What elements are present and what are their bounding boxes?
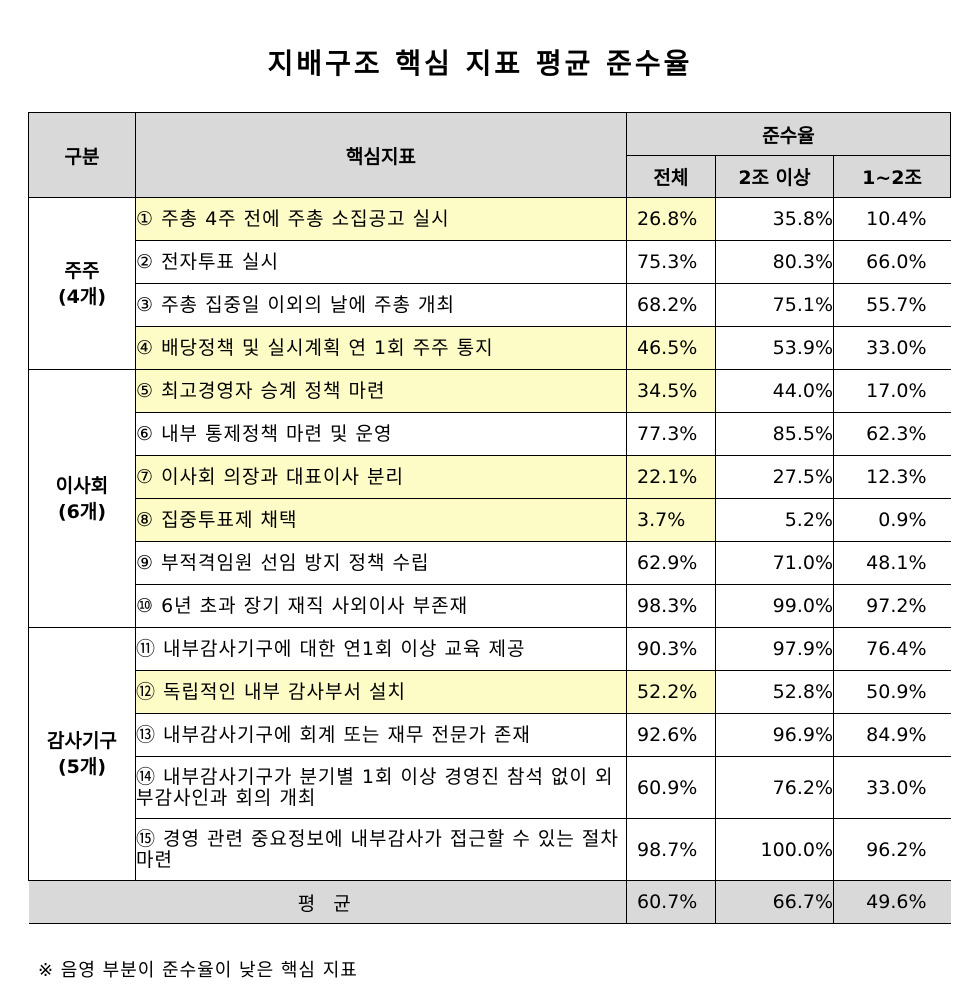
value-over2t: 80.3% [715,240,834,284]
average-row: 평 균 60.7% 66.7% 49.6% [28,880,951,924]
indicator-label: ① 주총 4주 전에 주총 소집공고 실시 [135,197,627,241]
table-row: ⑩ 6년 초과 장기 재직 사외이사 부존재 98.3% 99.0% 97.2% [29,584,951,628]
value-range: 10.4% [832,197,951,241]
header-over-2t: 2조 이상 [715,155,834,198]
value-total: 34.5% [626,369,716,413]
table-row: ⑦ 이사회 의장과 대표이사 분리 22.1% 27.5% 12.3% [29,455,951,499]
table-row: ⑬ 내부감사기구에 회계 또는 재무 전문가 존재 92.6% 96.9% 84.9% [29,713,951,757]
header-range: 1~2조 [832,155,952,198]
table-row: ④ 배당정책 및 실시계획 연 1회 주주 통지 46.5% 53.9% 33.0% [29,326,951,370]
value-total: 52.2% [626,670,716,714]
indicator-label: ⑨ 부적격임원 선임 방지 정책 수립 [135,541,627,585]
value-total: 62.9% [626,541,716,585]
value-range: 62.3% [832,412,951,456]
value-range: 0.9% [832,498,951,542]
indicator-label: ⑦ 이사회 의장과 대표이사 분리 [135,455,627,499]
value-over2t: 71.0% [715,541,834,585]
value-total: 98.7% [626,818,716,881]
page-title: 지배구조 핵심 지표 평균 준수율 [267,47,693,80]
value-range: 76.4% [832,627,951,671]
indicator-label: ③ 주총 집중일 이외의 날에 주총 개최 [135,283,627,327]
value-total: 26.8% [626,197,716,241]
value-total: 46.5% [626,326,716,370]
average-range: 49.6% [832,880,951,924]
average-total: 60.7% [626,880,716,924]
value-over2t: 75.1% [715,283,834,327]
indicator-label: ⑩ 6년 초과 장기 재직 사외이사 부존재 [135,584,627,628]
value-over2t: 52.8% [715,670,834,714]
indicator-label: ⑤ 최고경영자 승계 정책 마련 [135,369,627,413]
value-total: 3.7% [626,498,716,542]
value-over2t: 27.5% [715,455,834,499]
value-over2t: 97.9% [715,627,834,671]
value-over2t: 96.9% [715,713,834,757]
group-name: 감사기구 [47,730,117,752]
group-count: (4개) [57,285,107,308]
group-label: 이사회 (6개) [28,369,136,628]
table-row: 주주 (4개) ① 주총 4주 전에 주총 소집공고 실시 26.8% 35.8% 10.… [28,197,951,370]
group-label: 감사기구 (5개) [28,627,136,881]
table-row: ⑮ 경영 관련 중요정보에 내부감사가 접근할 수 있는 절차 마련 98.7% 1… [29,818,951,881]
indicator-label: ⑭ 내부감사기구가 분기별 1회 이상 경영진 참석 없이 외부감사인과 회의 … [135,756,627,819]
group-label: 주주 (4개) [28,197,136,370]
header-compliance: 준수율 [625,112,952,156]
value-over2t: 99.0% [715,584,834,628]
value-over2t: 85.5% [715,412,834,456]
indicator-label: ④ 배당정책 및 실시계획 연 1회 주주 통지 [135,326,627,370]
value-total: 68.2% [626,283,716,327]
value-over2t: 44.0% [715,369,834,413]
indicator-label: ⑬ 내부감사기구에 회계 또는 재무 전문가 존재 [135,713,627,757]
value-total: 77.3% [626,412,716,456]
table-row: 이사회 (6개) ⑤ 최고경영자 승계 정책 마련 34.5% 44.0% 17.0% [28,369,951,628]
value-range: 50.9% [832,670,951,714]
group-count: (6개) [57,500,107,523]
indicator-label: ⑧ 집중투표제 채택 [135,498,627,542]
value-over2t: 76.2% [715,756,834,819]
indicator-label: ⑮ 경영 관련 중요정보에 내부감사가 접근할 수 있는 절차 마련 [135,818,627,881]
value-over2t: 100.0% [715,818,834,881]
table-body: 주주 (4개) ① 주총 4주 전에 주총 소집공고 실시 26.8% 35.8% 10.… [28,197,951,924]
compliance-table: 구분 핵심지표 준수율 전체 2조 이상 1~2조 주주 (4개) ① 주총 4주 … [28,112,952,924]
table-row: ② 전자투표 실시 75.3% 80.3% 66.0% [29,240,951,284]
table-row: ⑧ 집중투표제 채택 3.7% 5.2% 0.9% [29,498,951,542]
value-range: 66.0% [832,240,951,284]
value-range: 96.2% [832,818,951,881]
group-name: 주주 [64,259,100,282]
header-indicator: 핵심지표 [135,112,627,198]
indicator-label: ⑫ 독립적인 내부 감사부서 설치 [135,670,627,714]
value-total: 90.3% [626,627,716,671]
value-range: 17.0% [832,369,951,413]
footnote: ※ 음영 부분이 준수율이 낮은 핵심 지표 [38,960,358,981]
header-category: 구분 [28,112,136,198]
value-total: 98.3% [626,584,716,628]
indicator-label: ⑪ 내부감사기구에 대한 연1회 이상 교육 제공 [135,627,627,671]
indicator-label: ⑥ 내부 통제정책 마련 및 운영 [135,412,627,456]
table-row: ⑥ 내부 통제정책 마련 및 운영 77.3% 85.5% 62.3% [29,412,951,456]
value-total: 60.9% [626,756,716,819]
value-range: 84.9% [832,713,951,757]
value-range: 55.7% [832,283,951,327]
group-name: 이사회 [55,474,109,497]
average-label: 평 균 [28,880,627,924]
value-total: 75.3% [626,240,716,284]
indicator-label: ② 전자투표 실시 [135,240,627,284]
value-range: 33.0% [832,756,951,819]
value-range: 97.2% [832,584,951,628]
value-total: 22.1% [626,455,716,499]
table-row: ⑨ 부적격임원 선임 방지 정책 수립 62.9% 71.0% 48.1% [29,541,951,585]
value-total: 92.6% [626,713,716,757]
table-row: ③ 주총 집중일 이외의 날에 주총 개최 68.2% 75.1% 55.7% [29,283,951,327]
value-over2t: 35.8% [715,197,834,241]
table-row: ⑫ 독립적인 내부 감사부서 설치 52.2% 52.8% 50.9% [29,670,951,714]
average-over2t: 66.7% [715,880,834,924]
value-range: 33.0% [832,326,951,370]
table-row: ⑭ 내부감사기구가 분기별 1회 이상 경영진 참석 없이 외부감사인과 회의 … [29,756,951,819]
value-range: 48.1% [832,541,951,585]
group-count: (5개) [57,756,107,778]
value-range: 12.3% [832,455,951,499]
value-over2t: 5.2% [715,498,834,542]
header-total: 전체 [626,155,716,198]
table-row: 감사기구 (5개) ⑪ 내부감사기구에 대한 연1회 이상 교육 제공 90.3% 97… [28,627,951,881]
value-over2t: 53.9% [715,326,834,370]
